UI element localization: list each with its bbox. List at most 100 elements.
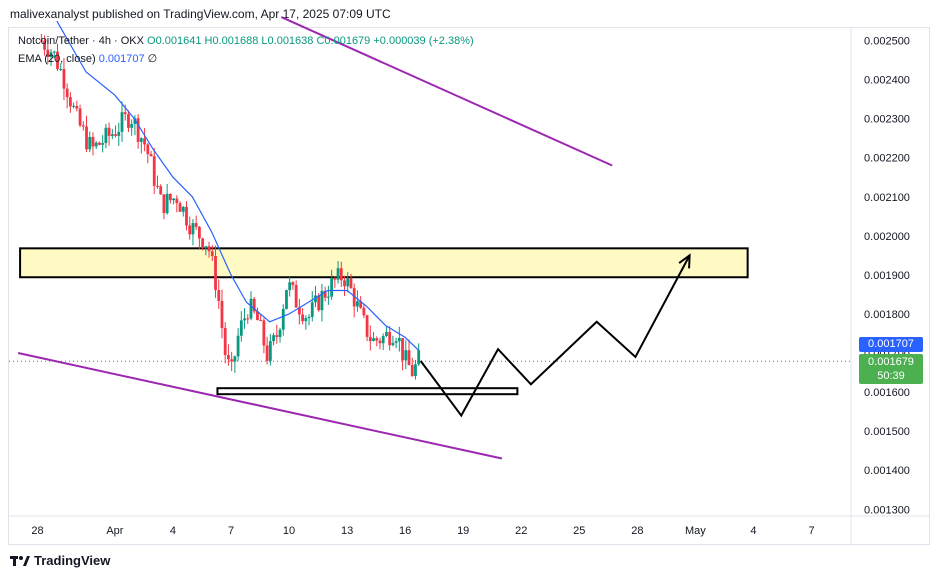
candle-body	[275, 335, 279, 338]
time-tick-label: 25	[573, 525, 585, 537]
legend-open: O0.001641	[147, 35, 202, 47]
candle-body	[162, 194, 166, 214]
candle-body	[272, 335, 275, 342]
price-tick-label: 0.002500	[864, 36, 910, 48]
candle-body	[343, 280, 346, 287]
legend-change: +0.000039 (+2.38%)	[373, 35, 474, 47]
time-tick-label: 28	[31, 525, 43, 537]
candle-body	[378, 340, 382, 344]
price-tick-label: 0.001500	[864, 426, 910, 438]
candle-body	[75, 105, 79, 109]
candle-body	[59, 69, 63, 71]
candle-body	[256, 311, 259, 321]
candle-body	[375, 338, 379, 341]
candle-body	[185, 206, 188, 226]
resistance-zone[interactable]	[19, 247, 749, 279]
price-tick-label: 0.002200	[864, 153, 910, 165]
candle-body	[136, 118, 140, 142]
price-tick-label: 0.002300	[864, 114, 910, 126]
candle-body	[62, 69, 66, 89]
candle-body	[123, 112, 127, 115]
candle-body	[268, 341, 272, 361]
upper-trendline[interactable]	[280, 16, 613, 167]
candle-body	[175, 198, 179, 204]
ema-line[interactable]	[56, 20, 420, 351]
candle-body	[217, 290, 221, 301]
chart-frame[interactable]	[8, 27, 930, 545]
candle-body	[159, 186, 163, 195]
candle-body	[220, 300, 224, 328]
price-axis: 0.002500 0.002400 0.002300 0.002200 0.002100…	[864, 36, 910, 517]
ema-layer	[9, 20, 851, 362]
candle-body	[259, 320, 263, 322]
candle-body	[56, 51, 59, 70]
candle-body	[339, 268, 343, 281]
candle-body	[88, 136, 92, 150]
lower-trendline[interactable]	[17, 352, 503, 460]
candle-body	[201, 238, 205, 249]
zones-layer	[19, 247, 749, 396]
candle-body	[262, 320, 266, 346]
candle-body	[417, 350, 421, 365]
candle-body	[326, 296, 330, 298]
candle-body	[46, 49, 50, 57]
legend-ohlc: Notcoin/Tether · 4h · OKX O0.001641 H0.0…	[18, 35, 474, 47]
candle-body	[49, 52, 53, 57]
candle-body	[243, 318, 246, 321]
legend-ema-label[interactable]: EMA (20, close)	[18, 53, 96, 65]
candle-body	[127, 114, 130, 128]
candle-body	[239, 320, 243, 336]
support-zone[interactable]	[216, 387, 519, 396]
candle-body	[294, 285, 298, 308]
candle-body	[414, 364, 417, 377]
candle-body	[301, 314, 304, 322]
candle-body	[117, 131, 121, 136]
candle-body	[407, 350, 411, 366]
candle-body	[394, 341, 398, 343]
candle-body	[65, 88, 69, 98]
candle-body	[359, 301, 363, 308]
projection-path[interactable]	[419, 254, 691, 418]
candle-body	[194, 223, 198, 227]
price-tick-label: 0.002400	[864, 75, 910, 87]
time-tick-label: 28	[631, 525, 643, 537]
legend-ema: EMA (20, close) 0.001707 ∅	[18, 52, 157, 65]
candle-body	[52, 51, 56, 53]
projection-layer	[419, 253, 691, 418]
price-tick-label: 0.001600	[864, 387, 910, 399]
time-tick-label: Apr	[106, 525, 123, 537]
candle-body	[249, 298, 253, 319]
candle-body	[362, 307, 366, 316]
trendlines-layer	[17, 16, 613, 460]
candle-body	[78, 108, 82, 126]
candle-body	[246, 318, 250, 320]
last-price-tag: 0.001679 50:39	[859, 354, 923, 384]
candle-body	[401, 338, 404, 361]
tradingview-logo[interactable]: TradingView	[10, 553, 110, 568]
candle-body	[156, 185, 159, 187]
candle-body	[191, 223, 195, 235]
candle-body	[181, 206, 185, 212]
bar-countdown: 50:39	[877, 370, 905, 382]
candle-body	[143, 138, 146, 145]
candle-body	[107, 127, 111, 136]
time-tick-label: 16	[399, 525, 411, 537]
time-tick-label: 13	[341, 525, 353, 537]
candle-body	[68, 97, 72, 107]
candle-body	[94, 142, 98, 147]
candle-body	[130, 124, 134, 128]
candle-body	[372, 338, 375, 341]
candle-body	[368, 336, 372, 341]
time-tick-label: 19	[457, 525, 469, 537]
time-tick-label: 7	[228, 525, 234, 537]
time-tick-label: 4	[750, 525, 756, 537]
candle-body	[352, 287, 356, 307]
candle-body	[152, 156, 156, 186]
tradingview-logo-icon	[10, 555, 30, 566]
ema-price-tag: 0.001707	[859, 337, 923, 352]
candle-body	[381, 335, 385, 344]
legend-ema-extra: ∅	[147, 53, 158, 65]
legend-symbol[interactable]: Notcoin/Tether · 4h · OKX	[18, 35, 144, 47]
candle-body	[223, 327, 227, 356]
